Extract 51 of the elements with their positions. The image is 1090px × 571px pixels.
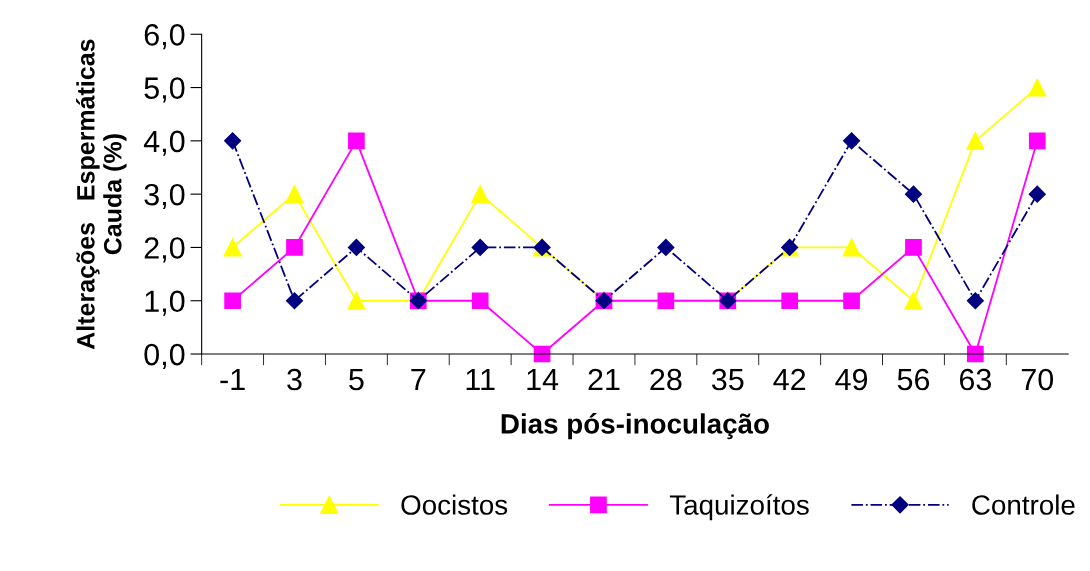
y-tick-label: 4,0 bbox=[143, 130, 185, 156]
y-axis-title: Alterações Espermáticas Cauda (%) bbox=[76, 39, 127, 350]
x-tick-label: 5 bbox=[349, 369, 364, 391]
x-tick-label: -1 bbox=[220, 369, 245, 391]
x-tick-label: 63 bbox=[959, 368, 992, 391]
x-axis-title: Dias pós-inoculação bbox=[501, 413, 769, 440]
y-tick-label: 5,0 bbox=[144, 77, 185, 103]
y-tick-label: 3,0 bbox=[144, 183, 185, 210]
point bbox=[966, 131, 985, 150]
point bbox=[1028, 185, 1046, 203]
point bbox=[1028, 132, 1046, 150]
x-tick-label: 42 bbox=[773, 368, 806, 391]
x-tick-label: 21 bbox=[588, 368, 620, 391]
point bbox=[285, 185, 304, 204]
point bbox=[471, 238, 489, 256]
y-tick-label: 6,0 bbox=[144, 24, 185, 50]
x-tick-label: 35 bbox=[711, 368, 744, 391]
x-tick-label: 56 bbox=[897, 368, 930, 391]
point bbox=[904, 291, 923, 310]
y-tick-label: 0,0 bbox=[144, 343, 185, 369]
point bbox=[905, 239, 922, 256]
point bbox=[657, 238, 675, 256]
point bbox=[843, 132, 861, 150]
point bbox=[348, 132, 365, 150]
point bbox=[843, 292, 860, 310]
point bbox=[966, 292, 984, 310]
point bbox=[286, 239, 303, 256]
x-tick-label: 14 bbox=[527, 369, 559, 391]
point bbox=[347, 238, 365, 256]
y-tick-label: 2,0 bbox=[144, 237, 185, 263]
x-tick-label: 11 bbox=[466, 369, 495, 391]
x-tick-label: 7 bbox=[411, 369, 426, 391]
point bbox=[347, 291, 366, 310]
point bbox=[223, 238, 242, 257]
legend-label: Controle bbox=[972, 494, 1075, 515]
x-tick-label: 49 bbox=[835, 368, 868, 391]
x-tick-label: 70 bbox=[1021, 368, 1054, 391]
point bbox=[471, 292, 489, 310]
point bbox=[471, 185, 490, 204]
x-tick-label: 3 bbox=[287, 368, 302, 391]
x-tick-label: 28 bbox=[650, 368, 682, 391]
point bbox=[224, 292, 241, 310]
point bbox=[285, 292, 304, 310]
point bbox=[1028, 78, 1047, 97]
point bbox=[224, 132, 242, 150]
legend-label: Taquizoítos bbox=[669, 494, 809, 521]
point bbox=[904, 185, 923, 203]
legend-label: Oocistos bbox=[401, 494, 508, 515]
point bbox=[842, 238, 861, 257]
point bbox=[781, 292, 799, 310]
y-tick-label: 1,0 bbox=[145, 290, 185, 316]
